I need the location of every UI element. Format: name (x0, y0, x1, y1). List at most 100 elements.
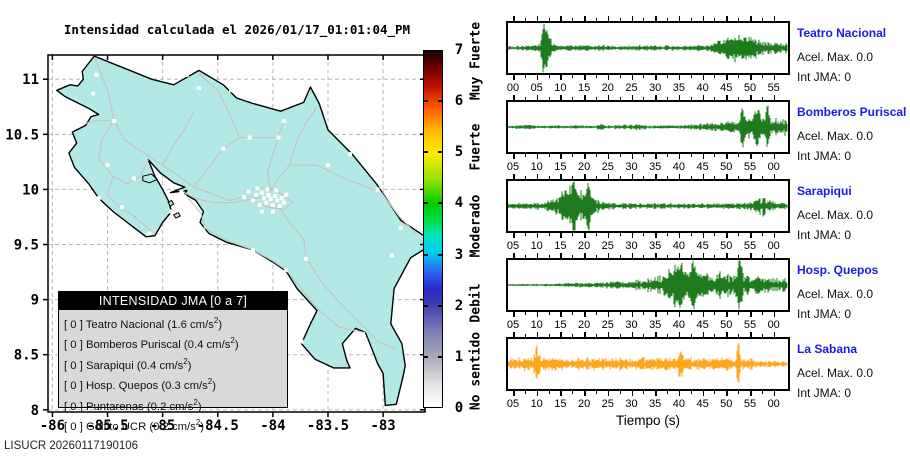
panel-minortick-bottom (572, 391, 574, 394)
panel-minortick-top (714, 97, 716, 100)
station-marker (254, 192, 259, 197)
panel-minortick-bottom (714, 75, 716, 78)
station-marker (247, 135, 252, 140)
panel-tick-top (678, 174, 681, 179)
panel-minortick-bottom (690, 312, 692, 315)
panel-tick-top (536, 95, 539, 100)
waveform-trace (507, 24, 788, 73)
panel-tick-bottom (773, 75, 776, 80)
panel-tick-label: 30 (625, 319, 638, 331)
panel-tick-bottom (560, 154, 562, 159)
panel-tick-bottom (678, 154, 681, 159)
panel-minortick-bottom (548, 391, 550, 394)
panel-tick-bottom (726, 312, 728, 317)
panel-tick-top (750, 174, 752, 179)
panel-tick-bottom (655, 154, 657, 159)
panel-tick-bottom (678, 312, 681, 317)
panel-tick-bottom (726, 391, 728, 396)
panel-tick-bottom (560, 233, 562, 238)
jma-legend-items: [ 0 ] Teatro Nacional (1.6 cm/s2) [ 0 ] B… (59, 310, 287, 436)
seismogram-panel-hosp-quepos (506, 258, 790, 312)
panel-tick-bottom (584, 312, 586, 317)
station-marker (197, 86, 201, 91)
panel-minortick-top (572, 334, 574, 337)
panel-minortick-top (667, 334, 669, 337)
panel-minortick-top (761, 176, 763, 179)
colorbar-tick-label: 3 (454, 246, 464, 263)
panel-tick-top (702, 16, 705, 21)
panel-minortick-top (524, 97, 526, 100)
panel-tick-bottom (584, 75, 586, 80)
panel-minortick-top (524, 18, 526, 21)
station-marker (279, 196, 284, 201)
panel-tick-label: 10 (530, 161, 543, 173)
panel-tick-top (631, 253, 633, 258)
road-line (162, 112, 194, 166)
panel-tick-bottom (536, 233, 539, 238)
panel-tick-top (702, 253, 705, 258)
panel-minortick-bottom (595, 391, 597, 394)
panel-tick-top (584, 16, 586, 21)
panel-tick-bottom (560, 391, 562, 396)
map-y-tick-label: 9.5 (14, 238, 39, 254)
road-line (266, 120, 285, 193)
panel-minortick-bottom (643, 391, 645, 394)
station-marker (303, 256, 308, 261)
panel-minortick-top (690, 334, 692, 337)
panel-tick-label: 45 (720, 82, 733, 94)
panel-tick-label: 55 (743, 240, 757, 252)
panel-tick-label: 40 (672, 240, 686, 252)
panel-tick-label: 50 (720, 161, 733, 173)
station-marker (375, 187, 380, 192)
panel-tick-bottom (560, 312, 562, 317)
panel-tick-bottom (750, 312, 752, 317)
jma-intensity-legend: INTENSIDAD JMA [0 a 7] [ 0 ] Teatro Naci… (58, 291, 288, 433)
colorbar-tick (438, 202, 443, 205)
panel-minortick-bottom (595, 312, 597, 315)
panel-minortick-top (572, 18, 574, 21)
panel-tick-bottom (607, 312, 610, 317)
panel-tick-bottom (655, 391, 657, 396)
panel-tick-top (773, 16, 776, 21)
panel-tick-label: 05 (530, 82, 543, 94)
colorbar-category-label: Muy Fuerte (468, 22, 484, 101)
panel-tick-top (631, 95, 633, 100)
panel-tick-label: 50 (720, 398, 733, 410)
panel-minortick-bottom (690, 154, 692, 157)
panel-minortick-top (548, 176, 550, 179)
panel-tick-label: 05 (506, 398, 520, 410)
panel-tick-top (536, 174, 539, 179)
panel-tick-label: 45 (696, 398, 709, 410)
panel-minortick-bottom (738, 312, 740, 315)
island (142, 173, 158, 184)
panel-minortick-top (714, 176, 716, 179)
panel-tick-bottom (773, 312, 776, 317)
panel-tick-top (513, 174, 515, 179)
panel-minortick-top (667, 97, 669, 100)
map-x-tick-label: -83 (370, 418, 395, 434)
station-marker (326, 163, 330, 168)
panel-tick-label: 10 (530, 240, 543, 252)
panel-minortick-top (548, 18, 550, 21)
panel-tick-bottom (678, 233, 681, 238)
panel-tick-label: 40 (672, 319, 686, 331)
island (167, 199, 175, 207)
waveform-trace (507, 260, 788, 310)
panel-minortick-top (619, 18, 621, 21)
station-marker (259, 209, 264, 214)
panel-tick-label: 25 (625, 82, 638, 94)
station-int-jma: Int JMA: 0 (797, 386, 852, 400)
station-marker (94, 72, 99, 77)
panel-tick-label: 00 (767, 240, 780, 252)
panel-tick-label: 05 (506, 240, 520, 252)
panel-minortick-top (595, 18, 597, 21)
panel-tick-label: 35 (649, 319, 662, 331)
station-accel-max: Acel. Max. 0.0 (797, 208, 874, 222)
panel-tick-label: 55 (743, 161, 757, 173)
seismogram-panel-la-sabana (506, 337, 790, 391)
panel-minortick-top (572, 176, 574, 179)
panel-minortick-top (595, 334, 597, 337)
panel-tick-top (607, 16, 610, 21)
panel-tick-label: 55 (767, 82, 780, 94)
panel-tick-label: 10 (530, 319, 543, 331)
